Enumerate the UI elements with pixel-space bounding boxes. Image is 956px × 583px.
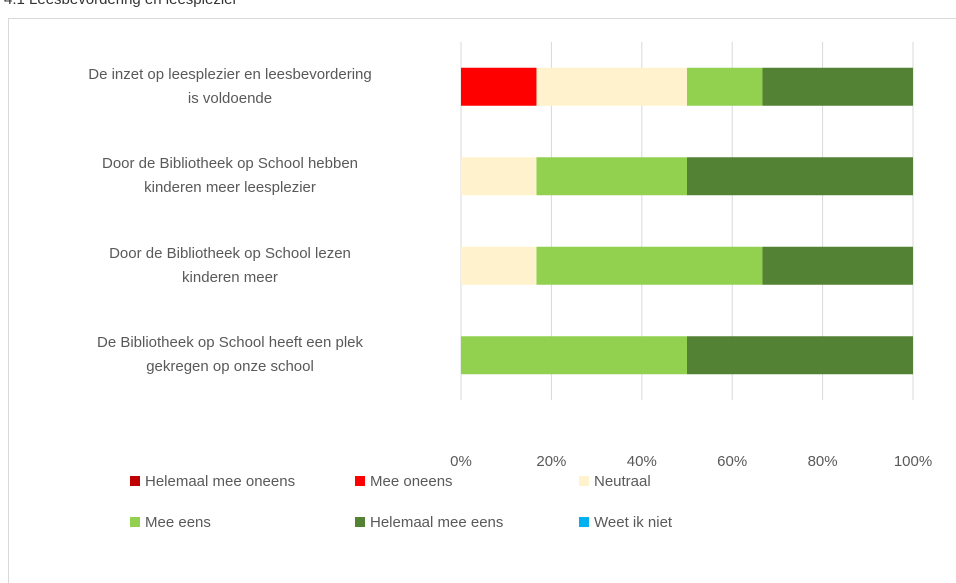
legend-label: Neutraal [594,473,651,490]
legend-swatch [579,517,589,527]
legend-swatch [355,517,365,527]
bar-segment [461,67,537,106]
chart-frame [8,18,956,583]
x-tick-label: 100% [894,453,932,470]
bar-segment [762,67,913,106]
bar-segment [687,157,913,196]
bar-segment [461,336,687,375]
legend-swatch [130,517,140,527]
legend-swatch [130,476,140,486]
bar-segment [461,157,537,196]
x-tick-label: 80% [808,453,838,470]
legend-label: Weet ik niet [594,514,673,531]
bar-segment [536,67,687,106]
bar-segment [536,157,687,196]
bar-segment [461,246,537,285]
legend-label: Mee oneens [370,473,453,490]
x-tick-label: 0% [450,453,472,470]
legend-label: Mee eens [145,514,211,531]
category-label: Door de Bibliotheek op School lezen kind… [109,244,351,286]
caption: 4.1 Leesbevordering en leesplezier [4,0,238,8]
x-tick-label: 60% [717,453,747,470]
bar-segment [687,336,913,375]
category-label: De inzet op leesplezier en leesbevorderi… [88,65,372,107]
bar-segment [687,67,763,106]
legend-label: Helemaal mee oneens [145,473,295,490]
bar-segment [762,246,913,285]
x-tick-label: 20% [536,453,566,470]
category-label: De Bibliotheek op School heeft een plek … [96,334,363,376]
category-label: Door de Bibliotheek op School hebben kin… [101,155,359,197]
legend-swatch [355,476,365,486]
legend-swatch [579,476,589,486]
bar-segment [536,246,763,285]
legend-label: Helemaal mee eens [370,514,503,531]
x-tick-label: 40% [627,453,657,470]
